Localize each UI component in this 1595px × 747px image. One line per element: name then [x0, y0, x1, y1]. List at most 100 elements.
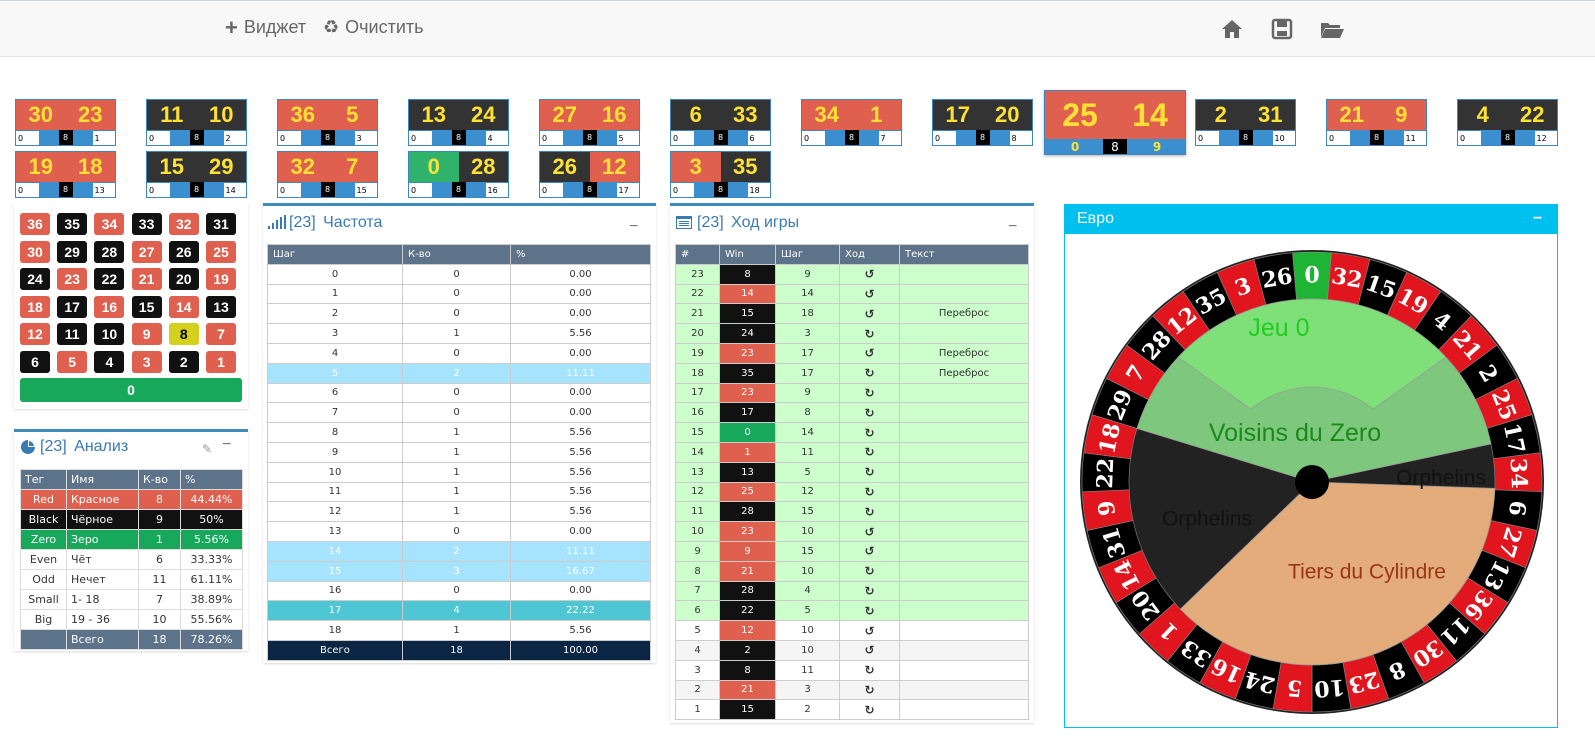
- spin-card[interactable]: 34 1 0 8 7: [801, 99, 902, 146]
- card-number-b: 33: [720, 100, 770, 130]
- spin-card[interactable]: 17 20 0 8 8: [932, 99, 1033, 146]
- card-mid-value: 8: [975, 130, 990, 145]
- spin-card[interactable]: 36 5 0 8 3: [277, 99, 378, 146]
- frequency-row: 3 1 5.56: [267, 323, 651, 344]
- spin-card[interactable]: 26 12 0 8 17: [539, 151, 640, 198]
- spin-card[interactable]: 30 23 0 8 1: [15, 99, 116, 146]
- board-number-cell[interactable]: 1: [206, 351, 236, 373]
- board-number-cell[interactable]: 13: [206, 295, 236, 318]
- card-number-a: 34: [802, 100, 852, 130]
- card-right-value: 5: [616, 130, 639, 145]
- board-number-cell[interactable]: 26: [168, 240, 199, 263]
- jeu-zero-sector[interactable]: [1177, 298, 1447, 410]
- board-number-cell[interactable]: 14: [168, 295, 199, 318]
- board-number-cell[interactable]: 23: [57, 268, 88, 291]
- spin-card[interactable]: 15 29 0 8 14: [146, 151, 247, 198]
- board-number-cell[interactable]: 31: [206, 213, 236, 235]
- frequency-header-cell: %: [510, 244, 651, 265]
- card-blue-segment: [1252, 130, 1273, 145]
- board-number-cell[interactable]: 34: [94, 213, 125, 235]
- save-icon[interactable]: [1269, 16, 1295, 42]
- spin-card[interactable]: 25 14 0 8 9: [1044, 90, 1186, 155]
- board-number-cell[interactable]: 21: [131, 268, 162, 291]
- board-number-cell[interactable]: 12: [20, 323, 50, 346]
- card-blue-segment: [727, 182, 748, 197]
- board-number-cell[interactable]: 27: [131, 240, 162, 263]
- card-number-a: 6: [671, 100, 721, 130]
- board-number-cell[interactable]: 7: [206, 323, 236, 346]
- analysis-pct: 50%: [180, 509, 243, 530]
- spin-card[interactable]: 21 9 0 8 11: [1326, 99, 1427, 146]
- list-window-icon: [676, 216, 692, 229]
- frequency-table: Шаг К-во% 0 0 0.00 1 0 0.00 2 0 0.00 3 1 5.56 4 0 0.00 5 2…: [267, 244, 651, 661]
- tiers-sector[interactable]: [1179, 481, 1496, 666]
- add-widget-button[interactable]: + Виджет: [225, 16, 307, 38]
- spin-card[interactable]: 4 22 0 8 12: [1457, 99, 1558, 146]
- spin-card[interactable]: 27 16 0 8 5: [539, 99, 640, 146]
- clear-button[interactable]: ♻ Очистить: [323, 17, 424, 38]
- board-number-cell[interactable]: 29: [57, 240, 88, 263]
- analysis-qty: 11: [138, 569, 181, 590]
- pin-icon[interactable]: ✎: [202, 442, 213, 456]
- board-number-cell[interactable]: 33: [131, 213, 162, 235]
- frequency-collapse-button[interactable]: −: [629, 218, 639, 235]
- board-number-cell[interactable]: 10: [94, 323, 125, 346]
- open-folder-icon[interactable]: [1319, 16, 1345, 42]
- history-step: 8: [775, 402, 840, 424]
- spin-card[interactable]: 3 35 0 8 18: [670, 151, 771, 198]
- board-number-cell[interactable]: 30: [20, 240, 50, 263]
- board-number-cell[interactable]: 32: [168, 213, 199, 235]
- history-index: 13: [675, 461, 720, 483]
- card-number-b: 35: [720, 152, 770, 182]
- history-step: 2: [775, 699, 840, 721]
- add-widget-label: Виджет: [243, 17, 307, 37]
- analysis-pct: 38.89%: [180, 589, 243, 610]
- card-left-value: 0: [1045, 139, 1103, 154]
- board-number-cell[interactable]: 20: [168, 268, 199, 291]
- board-number-cell[interactable]: 16: [94, 295, 125, 318]
- analysis-collapse-button[interactable]: −: [222, 436, 232, 453]
- board-number-cell[interactable]: 6: [20, 351, 50, 373]
- card-number-a: 27: [540, 100, 590, 130]
- board-number-cell[interactable]: 8: [168, 323, 199, 346]
- board-number-cell[interactable]: 28: [94, 240, 125, 263]
- spin-card[interactable]: 0 28 0 8 16: [408, 151, 509, 198]
- board-number-cell[interactable]: 19: [206, 268, 236, 291]
- board-number-cell[interactable]: 9: [131, 323, 162, 346]
- board-number-cell[interactable]: 35: [57, 213, 88, 235]
- analysis-row: Odd Нечет 11 61.11%: [20, 569, 243, 590]
- spin-card[interactable]: 6 33 0 8 6: [670, 99, 771, 146]
- board-number-cell[interactable]: 3: [131, 351, 162, 373]
- history-panel: [23] Ход игры − # Win Шаг Ход Текст 23 8 9 ↺ 22 14…: [670, 203, 1034, 723]
- board-number-cell[interactable]: 5: [57, 351, 88, 373]
- home-icon[interactable]: [1219, 16, 1245, 42]
- analysis-name: Красное: [66, 489, 139, 510]
- history-collapse-button[interactable]: −: [1008, 218, 1018, 235]
- board-number-cell[interactable]: 25: [206, 240, 236, 263]
- history-text: [899, 600, 1029, 622]
- card-left-value: 0: [16, 182, 39, 197]
- spin-card[interactable]: 32 7 0 8 15: [277, 151, 378, 198]
- card-number-b: 18: [65, 152, 115, 182]
- board-number-cell[interactable]: 22: [94, 268, 125, 291]
- board-number-cell[interactable]: 11: [57, 323, 88, 346]
- board-number-cell[interactable]: 18: [20, 295, 50, 318]
- frequency-count: [23]: [289, 214, 316, 231]
- card-blue-segment: [465, 130, 486, 145]
- board-number-cell[interactable]: 15: [131, 295, 162, 318]
- spin-card[interactable]: 13 24 0 8 4: [408, 99, 509, 146]
- card-right-value: 7: [878, 130, 901, 145]
- board-number-cell[interactable]: 36: [20, 213, 50, 235]
- spin-card[interactable]: 11 10 0 8 2: [146, 99, 247, 146]
- board-number-cell[interactable]: 4: [94, 351, 125, 373]
- spin-card[interactable]: 19 18 0 8 13: [15, 151, 116, 198]
- history-text: Переброс: [899, 342, 1029, 364]
- euro-collapse-button[interactable]: −: [1533, 210, 1543, 227]
- board-number-cell[interactable]: 17: [57, 295, 88, 318]
- zero-cell[interactable]: 0: [20, 378, 242, 402]
- board-number-cell[interactable]: 2: [168, 351, 199, 373]
- board-number-cell[interactable]: 24: [20, 268, 50, 291]
- spin-card[interactable]: 2 31 0 8 10: [1195, 99, 1296, 146]
- card-mid-value: 8: [713, 130, 728, 145]
- wheel-number: 22: [1092, 457, 1119, 489]
